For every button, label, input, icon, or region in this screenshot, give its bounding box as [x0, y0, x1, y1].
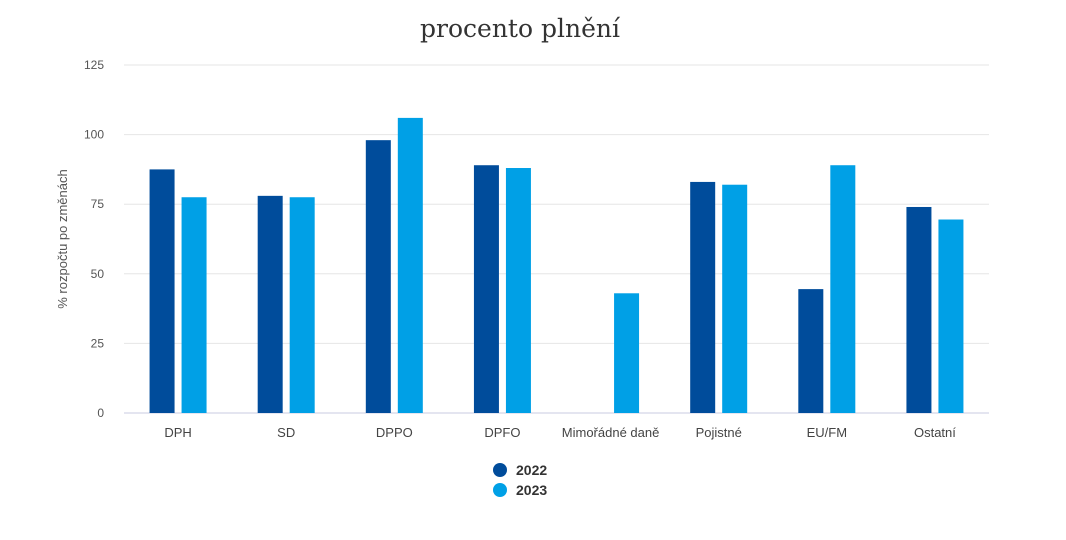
- y-tick-label: 50: [91, 267, 105, 281]
- y-tick-label: 0: [97, 406, 104, 420]
- bar-2022-dph[interactable]: [149, 169, 175, 413]
- x-category-label: EU/FM: [807, 425, 847, 440]
- bar-2022-dpfo[interactable]: [473, 165, 499, 413]
- bar-2023-ostatn-[interactable]: [938, 219, 964, 413]
- bar-2023-dpfo[interactable]: [505, 168, 531, 413]
- bar-2023-dph[interactable]: [181, 197, 207, 413]
- x-category-label: Mimořádné daně: [562, 425, 660, 440]
- bar-2023-pojistn-[interactable]: [722, 184, 748, 413]
- x-category-label: DPPO: [376, 425, 413, 440]
- chart-title: procento plnění: [420, 14, 621, 43]
- x-category-label: DPFO: [484, 425, 520, 440]
- legend-marker-2023[interactable]: [493, 483, 507, 497]
- x-category-label: SD: [277, 425, 295, 440]
- bar-2022-sd[interactable]: [257, 195, 283, 413]
- bar-2022-pojistn-[interactable]: [690, 181, 716, 413]
- legend-label-2023[interactable]: 2023: [516, 482, 547, 498]
- legend-label-2022[interactable]: 2022: [516, 462, 547, 478]
- y-axis-ticks: 0 25 50 75 100 125: [84, 58, 104, 420]
- y-tick-label: 125: [84, 58, 104, 72]
- bar-2023-mimo-dn-dan-[interactable]: [614, 293, 640, 413]
- bar-2023-sd[interactable]: [289, 197, 315, 413]
- y-tick-label: 75: [91, 197, 105, 211]
- bar-2022-ostatn-[interactable]: [906, 206, 932, 413]
- y-axis-title: % rozpočtu po změnách: [55, 169, 70, 308]
- grid-lines: [124, 64, 989, 414]
- bar-2022-dppo[interactable]: [365, 140, 391, 413]
- y-tick-label: 100: [84, 128, 104, 142]
- x-axis-labels: DPH SD DPPO DPFO Mimořádné daně Pojistné EU/FM…: [164, 425, 956, 440]
- legend: 2022 2023: [493, 462, 547, 498]
- bars: [149, 117, 964, 414]
- legend-marker-2022[interactable]: [493, 463, 507, 477]
- bar-2023-dppo[interactable]: [397, 117, 423, 414]
- bar-2023-eu-fm[interactable]: [830, 165, 856, 413]
- x-category-label: Ostatní: [914, 425, 956, 440]
- x-category-label: Pojistné: [696, 425, 742, 440]
- y-tick-label: 25: [91, 336, 105, 350]
- x-category-label: DPH: [164, 425, 191, 440]
- bar-2022-eu-fm[interactable]: [798, 289, 824, 413]
